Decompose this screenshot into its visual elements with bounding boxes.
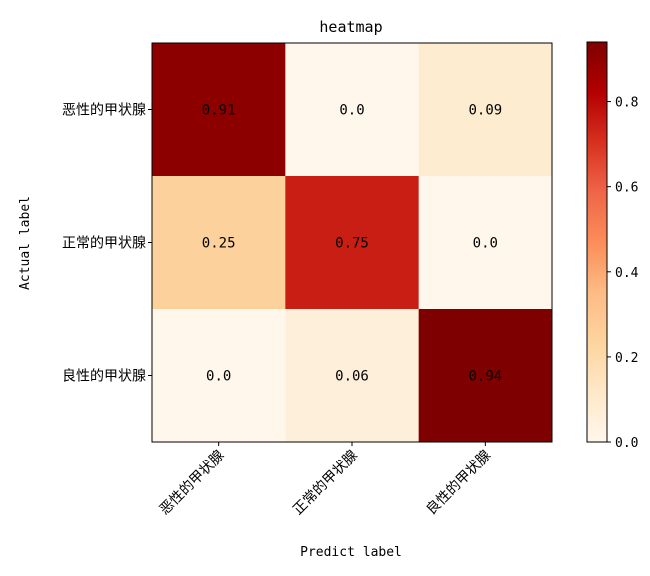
heatmap-cells: 0.91 0.0 0.09 0.25 0.75 0.0 0.0 0.06 0.94 [152,43,553,443]
cell-value-label: 0.0 [339,103,364,119]
y-tick-label: 恶性的甲状腺 [62,103,146,119]
heatmap-cell [285,309,420,443]
x-tick-label: 恶性的甲状腺 [157,448,228,519]
colorbar-gradient [586,41,608,443]
colorbar-tick-label: 0.0 [615,436,638,451]
heatmap-cell [418,309,553,443]
colorbar-ticks: 0.0 0.2 0.4 0.6 0.8 [607,96,639,451]
cell-value-label: 0.25 [202,236,236,252]
heatmap-cell [285,176,420,310]
cell-value-label: 0.0 [206,369,231,385]
heatmap-cell [152,176,286,310]
x-tick-label: 正常的甲状腺 [290,448,361,519]
colorbar-tick-label: 0.8 [615,96,638,111]
cell-value-label: 0.91 [202,103,236,119]
x-tick-labels: 恶性的甲状腺 正常的甲状腺 良性的甲状腺 [157,442,494,518]
y-tick-label: 正常的甲状腺 [62,236,146,252]
cell-value-label: 0.75 [335,236,369,252]
colorbar-tick-label: 0.4 [615,266,639,281]
heatmap-cell [418,43,553,177]
cell-value-label: 0.94 [468,369,502,385]
colorbar-tick-label: 0.6 [615,181,638,196]
cell-value-label: 0.0 [473,236,498,252]
y-axis-label: Actual label [18,196,33,290]
cell-value-label: 0.09 [468,103,502,119]
x-tick-label: 良性的甲状腺 [423,448,494,519]
heatmap-cell [152,43,286,177]
y-tick-label: 良性的甲状腺 [62,369,146,385]
colorbar: 0.0 0.2 0.4 0.6 0.8 [586,41,639,451]
cell-value-label: 0.06 [335,369,369,385]
heatmap-cell [152,309,286,443]
chart-title: heatmap [319,18,382,36]
heatmap-cell [285,43,420,177]
colorbar-tick-label: 0.2 [615,351,638,366]
heatmap-cell [418,176,553,310]
x-axis-label: Predict label [300,545,402,560]
